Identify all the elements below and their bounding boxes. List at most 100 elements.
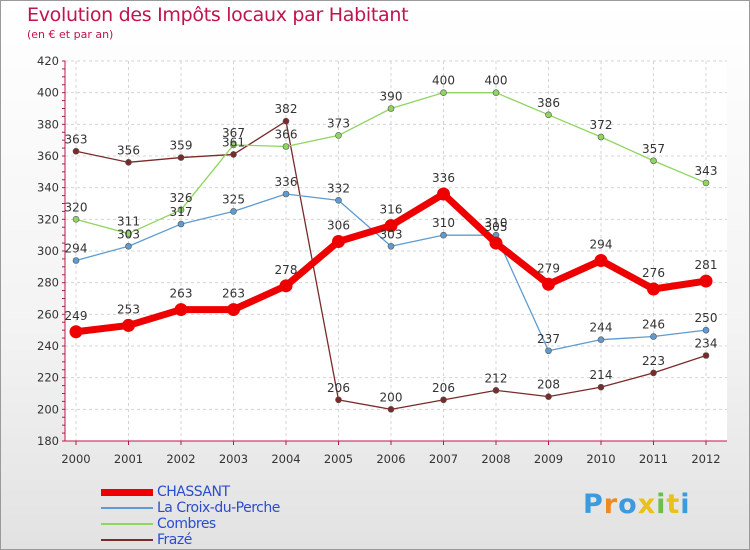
data-label: 343	[695, 164, 718, 178]
gridlines	[65, 60, 727, 442]
x-tick-label: 2009	[534, 452, 563, 466]
proxiti-logo: Proxiti	[583, 489, 691, 520]
data-point	[282, 190, 290, 198]
data-label: 359	[170, 139, 193, 153]
legend-item: CHASSANT	[101, 484, 301, 500]
data-label: 310	[432, 216, 455, 230]
data-label: 367	[222, 126, 245, 140]
data-point	[177, 206, 185, 214]
data-point	[597, 383, 605, 391]
data-label: 223	[642, 354, 665, 368]
data-point	[335, 197, 342, 204]
data-point	[650, 157, 657, 165]
data-label: 357	[642, 142, 665, 156]
x-tick-label: 2000	[61, 452, 90, 466]
data-label: 279	[537, 261, 560, 275]
data-point	[387, 406, 395, 413]
data-point	[545, 393, 552, 400]
data-point	[650, 369, 657, 377]
data-label: 400	[432, 74, 455, 88]
data-point	[227, 303, 240, 317]
data-point	[335, 396, 342, 404]
data-label: 361	[222, 135, 245, 149]
y-tick-label: 280	[37, 276, 59, 290]
data-label: 294	[590, 238, 613, 252]
data-point	[489, 236, 503, 250]
data-point	[440, 89, 447, 96]
x-tick-label: 2006	[376, 452, 405, 466]
data-label: 249	[65, 309, 88, 323]
y-tick-label: 360	[37, 149, 59, 163]
data-point	[702, 352, 710, 359]
data-label: 326	[170, 191, 193, 205]
data-label: 244	[590, 321, 613, 335]
legend-label: CHASSANT	[157, 484, 230, 500]
data-point	[647, 282, 660, 296]
data-label: 372	[590, 118, 613, 132]
data-point	[545, 111, 552, 119]
data-label: 366	[275, 128, 298, 142]
data-point	[594, 254, 608, 267]
data-label: 356	[117, 143, 140, 157]
data-label: 214	[590, 368, 613, 382]
chart-subtitle: (en € et par an)	[27, 28, 114, 41]
data-label: 382	[275, 102, 298, 116]
data-label: 310	[485, 216, 508, 230]
data-point	[72, 147, 80, 155]
legend-swatch	[101, 539, 153, 541]
data-point	[440, 396, 447, 404]
data-point	[174, 303, 188, 317]
data-point	[332, 235, 345, 248]
y-tick-label: 300	[37, 244, 59, 258]
y-tick-label: 180	[37, 434, 59, 448]
data-point	[384, 219, 398, 233]
legend-swatch	[101, 523, 153, 525]
data-label: 303	[117, 227, 140, 241]
y-tick-label: 420	[37, 54, 59, 68]
y-tick-label: 380	[37, 117, 59, 131]
data-point	[650, 333, 657, 340]
data-label: 246	[642, 318, 665, 332]
data-point	[597, 336, 605, 343]
data-point	[387, 105, 395, 112]
x-tick-label: 2003	[219, 452, 248, 466]
logo-letter: o	[618, 489, 638, 520]
data-labels: 249 253 263 263 278 306 316 336 305 279 294 276 281 2…	[65, 74, 718, 405]
data-label: 363	[65, 132, 88, 146]
data-point	[69, 325, 83, 339]
data-label: 253	[117, 302, 140, 316]
y-tick-label: 260	[37, 307, 59, 321]
x-tick-label: 2004	[271, 452, 300, 466]
data-label: 325	[222, 192, 245, 206]
legend-item: Frazé	[101, 532, 301, 548]
data-label: 234	[695, 337, 718, 351]
data-point	[542, 277, 555, 291]
data-point	[125, 159, 132, 166]
axes: 180 200 220 240 260 280 300 320 340 360 380 400 420 2…	[37, 54, 727, 466]
data-label: 390	[380, 90, 403, 104]
y-tick-label: 200	[37, 402, 59, 416]
data-label: 336	[432, 171, 455, 185]
data-label: 212	[485, 371, 508, 385]
y-tick-label: 400	[37, 86, 59, 100]
data-label: 316	[380, 203, 403, 217]
data-point	[440, 231, 447, 239]
data-point	[282, 117, 290, 125]
data-label: 306	[327, 219, 350, 233]
series-group	[69, 89, 713, 413]
legend-swatch	[101, 489, 153, 496]
y-tick-label: 320	[37, 212, 59, 226]
data-point	[702, 179, 710, 187]
data-point	[597, 133, 605, 141]
data-point	[699, 274, 713, 288]
data-label: 250	[695, 311, 718, 325]
legend-item: Combres	[101, 516, 301, 532]
x-tick-label: 2008	[481, 452, 510, 466]
data-label: 336	[275, 175, 298, 189]
y-tick-label: 240	[37, 339, 59, 353]
data-label: 208	[537, 378, 560, 392]
legend-label: La Croix-du-Perche	[157, 500, 280, 516]
data-point	[177, 154, 185, 161]
data-label: 206	[432, 381, 455, 395]
